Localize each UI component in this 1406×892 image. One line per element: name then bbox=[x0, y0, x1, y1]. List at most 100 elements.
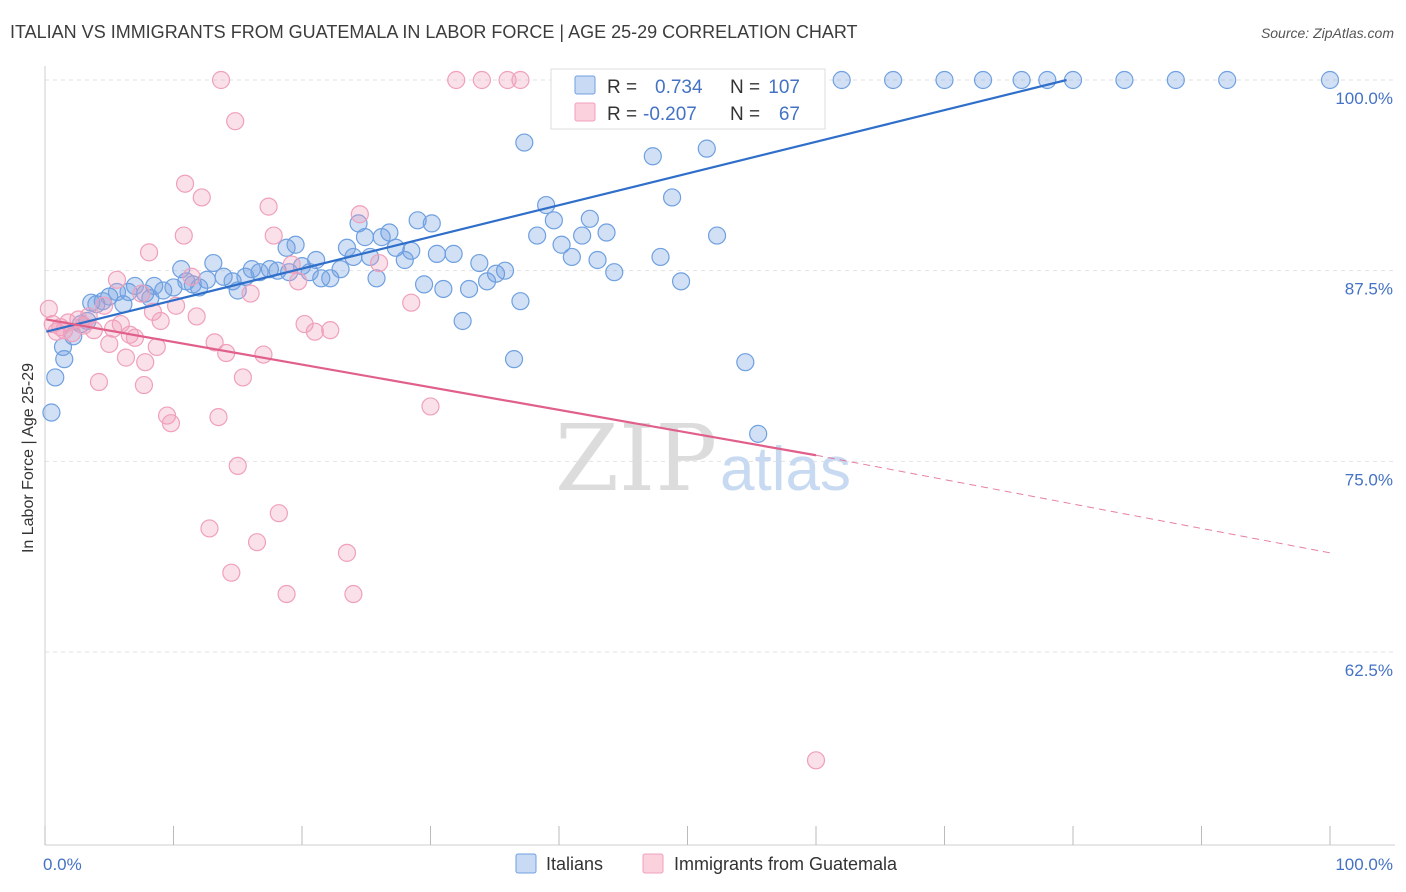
point-0-84 bbox=[662, 188, 682, 207]
point-0-24 bbox=[197, 270, 217, 289]
point-1-10 bbox=[84, 321, 103, 340]
y-tick-labels: 62.5% 75.0% 87.5% 100.0% bbox=[1335, 89, 1393, 680]
point-1-64 bbox=[498, 70, 517, 90]
series-0-points bbox=[42, 70, 1340, 443]
point-1-30 bbox=[174, 226, 193, 245]
point-1-59 bbox=[370, 253, 389, 273]
point-0-62 bbox=[470, 253, 489, 273]
point-1-26 bbox=[151, 311, 170, 331]
y-tick-label-3: 100.0% bbox=[1335, 89, 1393, 108]
y-tick-label-1: 75.0% bbox=[1345, 470, 1393, 489]
point-0-3 bbox=[55, 350, 74, 369]
point-0-25 bbox=[204, 253, 223, 273]
point-0-103 bbox=[1115, 70, 1134, 90]
legend-box bbox=[550, 68, 826, 130]
point-1-55 bbox=[321, 321, 340, 340]
point-1-22 bbox=[136, 353, 155, 372]
point-0-0 bbox=[42, 403, 61, 422]
point-1-11 bbox=[89, 372, 109, 392]
y-tick-label-0: 62.5% bbox=[1345, 661, 1393, 680]
x-tick-label-1: 100.0% bbox=[1335, 855, 1393, 874]
point-1-35 bbox=[200, 519, 219, 538]
point-1-23 bbox=[139, 243, 159, 262]
point-1-46 bbox=[254, 345, 273, 364]
point-1-65 bbox=[511, 70, 530, 90]
point-1-53 bbox=[295, 314, 314, 334]
point-0-52 bbox=[395, 250, 414, 270]
point-0-76 bbox=[588, 250, 607, 270]
point-0-85 bbox=[671, 272, 691, 291]
point-1-37 bbox=[209, 407, 228, 427]
point-1-51 bbox=[282, 255, 301, 274]
point-1-21 bbox=[134, 375, 154, 395]
point-1-66 bbox=[806, 751, 826, 770]
point-1-63 bbox=[472, 70, 491, 90]
point-0-57 bbox=[427, 244, 447, 263]
point-1-34 bbox=[192, 188, 211, 207]
point-1-62 bbox=[447, 70, 466, 90]
legend-r-label-1: R = bbox=[607, 104, 637, 125]
point-0-1 bbox=[46, 368, 65, 387]
legend-n-label-1: N = bbox=[730, 104, 760, 125]
point-0-68 bbox=[515, 133, 534, 152]
point-1-56 bbox=[337, 543, 357, 562]
point-1-58 bbox=[350, 205, 369, 224]
point-1-28 bbox=[161, 414, 181, 433]
point-1-45 bbox=[247, 533, 267, 552]
point-0-61 bbox=[459, 279, 479, 299]
point-1-0 bbox=[39, 299, 58, 318]
point-0-97 bbox=[883, 70, 903, 90]
point-1-52 bbox=[289, 272, 308, 291]
point-0-59 bbox=[444, 244, 463, 263]
legend-n-label-0: N = bbox=[730, 77, 760, 98]
point-0-100 bbox=[1012, 70, 1031, 90]
point-0-74 bbox=[573, 226, 592, 245]
point-0-67 bbox=[511, 292, 530, 311]
y-axis-title: In Labor Force | Age 25-29 bbox=[20, 363, 37, 553]
point-0-87 bbox=[697, 139, 716, 158]
point-0-78 bbox=[605, 263, 624, 282]
point-0-56 bbox=[422, 214, 441, 233]
point-1-32 bbox=[182, 267, 201, 286]
legend-r-label-0: R = bbox=[607, 77, 637, 98]
legend-bottom: Italians Immigrants from Guatemala bbox=[515, 853, 898, 874]
point-0-99 bbox=[973, 70, 993, 90]
watermark-zip: ZIP bbox=[555, 405, 717, 512]
legend-bottom-swatch-italians bbox=[515, 853, 537, 874]
point-0-106 bbox=[1320, 70, 1340, 90]
point-1-60 bbox=[402, 293, 421, 312]
trend-line-1 bbox=[46, 318, 817, 457]
point-1-44 bbox=[241, 284, 260, 303]
point-1-43 bbox=[233, 368, 252, 387]
legend-swatch-guatemala bbox=[574, 102, 596, 122]
point-0-70 bbox=[537, 195, 556, 215]
data-points bbox=[39, 70, 1340, 770]
point-1-54 bbox=[305, 322, 324, 341]
point-0-60 bbox=[453, 311, 472, 331]
point-0-91 bbox=[749, 424, 768, 443]
point-0-88 bbox=[707, 226, 727, 245]
point-0-41 bbox=[321, 269, 340, 288]
point-0-82 bbox=[643, 147, 662, 166]
point-0-18 bbox=[154, 281, 173, 300]
point-0-75 bbox=[580, 209, 599, 228]
point-0-26 bbox=[214, 267, 233, 286]
point-0-98 bbox=[935, 70, 954, 90]
point-0-31 bbox=[250, 263, 269, 282]
trend-line-dashed-1 bbox=[815, 454, 1331, 554]
point-0-53 bbox=[402, 241, 421, 260]
source-credit: Source: ZipAtlas.com bbox=[1260, 25, 1394, 41]
point-1-40 bbox=[222, 563, 241, 582]
legend-top: R = 0.734 N = 107 R = -0.207 N = 67 bbox=[550, 68, 826, 130]
point-1-33 bbox=[187, 307, 206, 326]
point-1-19 bbox=[125, 328, 145, 347]
point-0-46 bbox=[355, 228, 375, 247]
point-1-24 bbox=[143, 302, 163, 321]
x-tick-labels: 0.0% 100.0% bbox=[43, 855, 1393, 874]
point-1-61 bbox=[421, 397, 440, 416]
point-0-69 bbox=[528, 226, 547, 245]
point-1-50 bbox=[277, 584, 296, 604]
trend-lines bbox=[46, 78, 1331, 554]
point-1-13 bbox=[100, 334, 119, 353]
